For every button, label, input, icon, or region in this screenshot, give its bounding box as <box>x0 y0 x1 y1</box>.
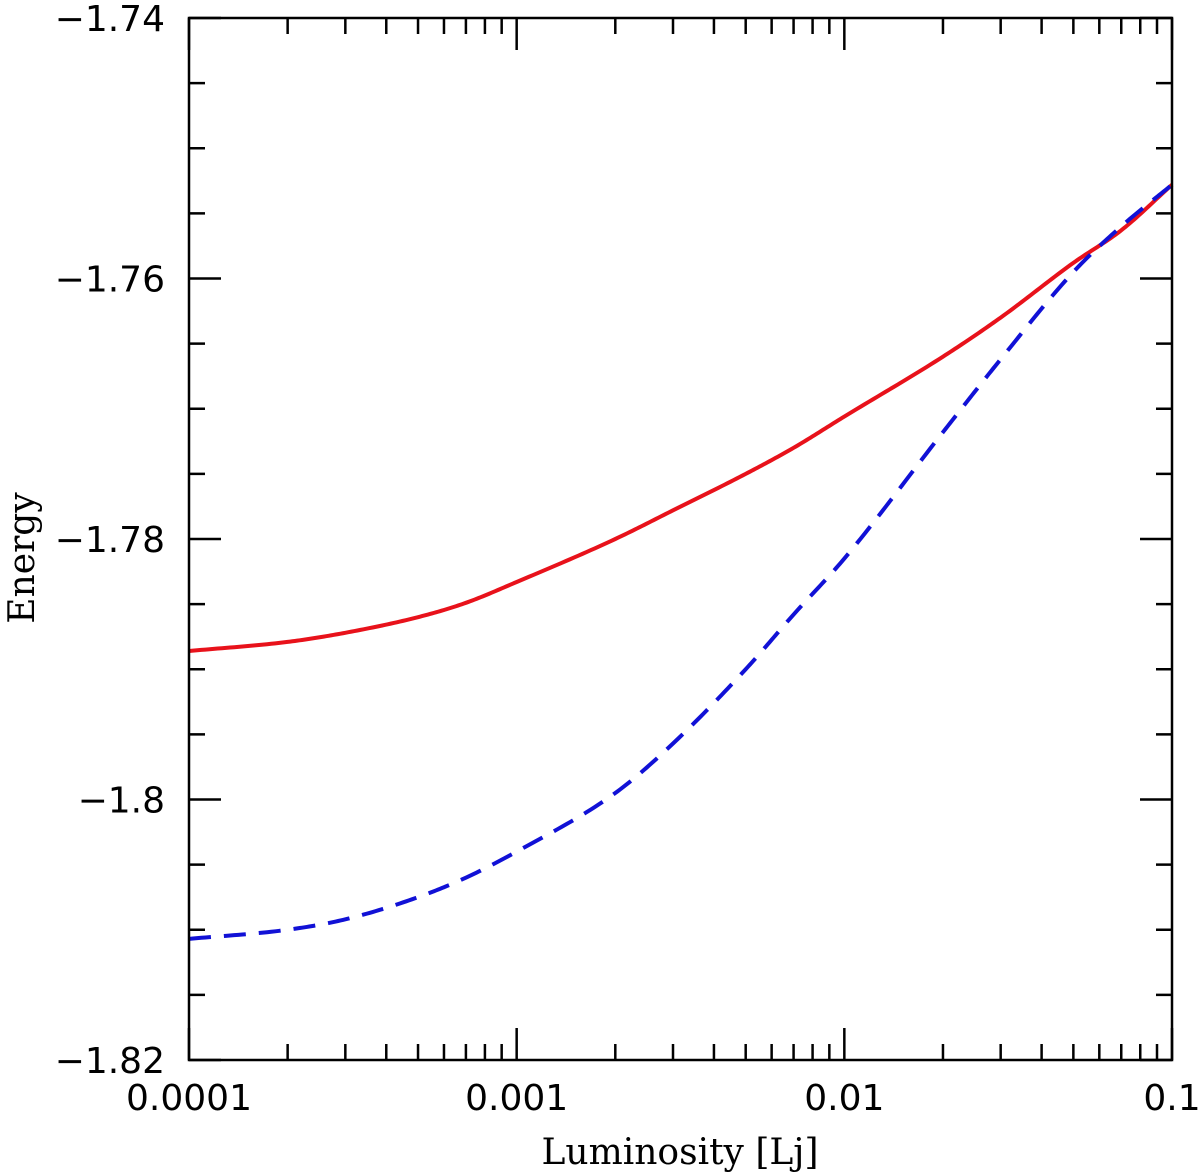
x-tick-label: 0.0001 <box>126 1078 252 1119</box>
y-tick-label: −1.74 <box>55 0 165 40</box>
x-tick-label: 0.1 <box>1143 1078 1200 1119</box>
y-tick-label: −1.82 <box>55 1041 165 1082</box>
x-tick-label: 0.001 <box>465 1078 568 1119</box>
x-tick-label: 0.01 <box>804 1078 884 1119</box>
y-tick-label: −1.8 <box>78 781 165 822</box>
y-tick-label: −1.78 <box>55 520 165 561</box>
y-tick-label: −1.76 <box>55 260 165 301</box>
y-axis-title: Energy <box>2 492 43 624</box>
series-solid-line <box>188 183 1174 654</box>
data-series <box>188 183 1174 941</box>
plot-frame <box>187 16 1174 1062</box>
axis-ticks <box>187 16 1174 1062</box>
series-dashed-line <box>188 183 1174 941</box>
tick-labels: 0.0001 0.001 0.01 0.1 −1.74 −1.76 −1.78 −1.8 −1.… <box>55 0 1200 1119</box>
x-axis-title: Luminosity [Lj] <box>542 1132 819 1173</box>
